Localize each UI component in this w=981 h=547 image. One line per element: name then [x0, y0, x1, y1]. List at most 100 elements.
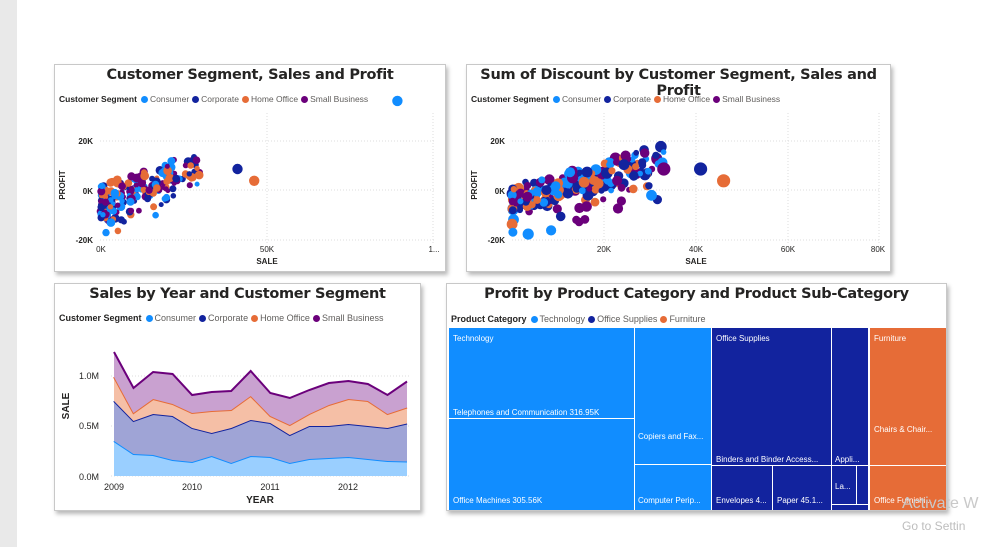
data-point-home-office[interactable] [528, 201, 536, 209]
scatter-plot-1[interactable]: 20K 0K -20K 0K 50K 1... SALE PROFIT [55, 65, 446, 272]
data-point-small-business[interactable] [137, 178, 147, 188]
data-point-consumer[interactable] [539, 198, 549, 207]
data-point-small-business[interactable] [164, 163, 170, 169]
data-point-home-office[interactable] [194, 170, 204, 180]
data-point-consumer[interactable] [106, 218, 116, 227]
data-point-consumer[interactable] [194, 181, 200, 187]
treemap[interactable]: Technology Telephones and Communication … [449, 328, 946, 510]
data-point-consumer[interactable] [578, 187, 586, 195]
data-point-small-business[interactable] [102, 198, 110, 206]
legend-item-corporate[interactable]: Corporate [604, 94, 651, 104]
data-point-home-office[interactable] [163, 166, 172, 175]
data-point-home-office[interactable] [629, 184, 638, 194]
data-point-small-business[interactable] [523, 182, 531, 189]
legend-item-small-business[interactable]: Small Business [301, 94, 368, 104]
data-point-small-business[interactable] [574, 202, 585, 214]
data-point-consumer[interactable] [538, 176, 546, 184]
data-point-corporate[interactable] [158, 202, 164, 208]
data-point-home-office[interactable] [533, 196, 541, 204]
data-point-consumer[interactable] [546, 225, 557, 236]
data-point-corporate[interactable] [598, 187, 605, 194]
legend-item-technology[interactable]: Technology [530, 314, 585, 324]
data-point-home-office[interactable] [506, 218, 518, 230]
area-line-small-business[interactable] [113, 351, 408, 400]
treemap-tile-office-machines[interactable]: Office Machines 305.56K [449, 419, 634, 510]
data-point-home-office[interactable] [165, 173, 175, 183]
area-fill-corporate[interactable] [114, 401, 407, 463]
data-point-small-business[interactable] [640, 148, 650, 158]
data-point-small-business[interactable] [145, 186, 153, 194]
treemap-tile-office-furnishings[interactable]: Office Furnishi... [870, 466, 946, 510]
data-point-home-office[interactable] [249, 175, 260, 186]
data-point-corporate[interactable] [581, 166, 593, 178]
data-point-home-office[interactable] [140, 171, 150, 181]
data-point-consumer[interactable] [646, 189, 657, 201]
data-point-home-office[interactable] [114, 227, 122, 235]
legend-item-corporate[interactable]: Corporate [199, 313, 248, 323]
data-point-small-business[interactable] [586, 185, 593, 192]
area-fill-consumer[interactable] [114, 441, 407, 476]
treemap-tile-small[interactable] [857, 466, 868, 504]
data-point-home-office[interactable] [632, 163, 640, 171]
data-point-consumer[interactable] [111, 191, 119, 200]
data-point-small-business[interactable] [544, 174, 555, 185]
legend-item-small-business[interactable]: Small Business [312, 313, 383, 323]
data-point-corporate[interactable] [508, 206, 517, 215]
data-point-home-office[interactable] [107, 204, 114, 210]
data-point-small-business[interactable] [128, 207, 135, 214]
legend-item-home-office[interactable]: Home Office [653, 94, 710, 104]
treemap-tile-tiny[interactable] [832, 505, 868, 510]
legend-item-office-supplies[interactable]: Office Supplies [588, 314, 657, 324]
data-point-home-office[interactable] [608, 167, 616, 175]
data-point-corporate[interactable] [516, 206, 524, 214]
data-point-corporate[interactable] [186, 171, 192, 177]
data-point-small-business[interactable] [97, 187, 106, 196]
treemap-tile-copiers-fax[interactable]: Copiers and Fax... [635, 328, 711, 464]
treemap-panel[interactable]: Profit by Product Category and Product S… [446, 283, 947, 511]
legend-item-home-office[interactable]: Home Office [241, 94, 298, 104]
data-point-consumer[interactable] [606, 161, 613, 168]
data-point-consumer[interactable] [522, 228, 534, 240]
data-point-small-business[interactable] [613, 158, 620, 166]
data-point-home-office[interactable] [140, 186, 147, 193]
data-point-small-business[interactable] [580, 215, 590, 224]
data-point-home-office[interactable] [187, 162, 194, 169]
data-point-corporate[interactable] [144, 195, 152, 203]
data-point-home-office[interactable] [590, 197, 600, 207]
data-point-consumer[interactable] [167, 157, 176, 166]
data-point-consumer[interactable] [644, 167, 652, 175]
data-point-consumer[interactable] [133, 187, 140, 193]
data-point-corporate[interactable] [172, 174, 181, 183]
data-point-corporate[interactable] [97, 203, 106, 212]
legend-item-small-business[interactable]: Small Business [713, 94, 780, 104]
area-plot[interactable]: 1.0M 0.5M 0.0M 2009 2010 2011 2012 YEAR … [55, 284, 421, 511]
data-point-small-business[interactable] [163, 186, 169, 192]
area-fill-small-business[interactable] [114, 352, 407, 425]
area-layers[interactable] [113, 351, 408, 476]
legend-item-consumer[interactable]: Consumer [140, 94, 189, 104]
scatter-points[interactable] [96, 95, 403, 237]
scatter-chart-panel-2[interactable]: Sum of Discount by Customer Segment, Sal… [466, 64, 891, 272]
scatter-chart-panel-1[interactable]: Customer Segment, Sales and Profit Custo… [54, 64, 446, 272]
data-point-home-office[interactable] [717, 174, 731, 188]
data-point-small-business[interactable] [127, 172, 136, 181]
data-point-consumer[interactable] [102, 228, 110, 237]
data-point-corporate[interactable] [170, 193, 177, 199]
data-point-consumer[interactable] [98, 182, 105, 190]
area-chart-panel[interactable]: Sales by Year and Customer Segment Custo… [54, 283, 421, 511]
data-point-home-office[interactable] [153, 184, 161, 192]
data-point-corporate[interactable] [149, 175, 156, 182]
data-point-small-business[interactable] [657, 162, 671, 176]
legend-item-corporate[interactable]: Corporate [192, 94, 239, 104]
data-point-consumer[interactable] [517, 198, 524, 205]
data-point-consumer[interactable] [532, 186, 543, 197]
treemap-tile-binders[interactable]: Office Supplies Binders and Binder Acces… [712, 328, 831, 465]
data-point-small-business[interactable] [600, 196, 607, 203]
treemap-tile-telephones[interactable]: Technology Telephones and Communication … [449, 328, 634, 418]
data-point-corporate[interactable] [541, 185, 552, 196]
data-point-small-business[interactable] [616, 196, 626, 206]
data-point-small-business[interactable] [118, 182, 126, 191]
data-point-corporate[interactable] [645, 182, 653, 190]
data-point-small-business[interactable] [182, 162, 189, 169]
data-point-small-business[interactable] [186, 182, 193, 189]
